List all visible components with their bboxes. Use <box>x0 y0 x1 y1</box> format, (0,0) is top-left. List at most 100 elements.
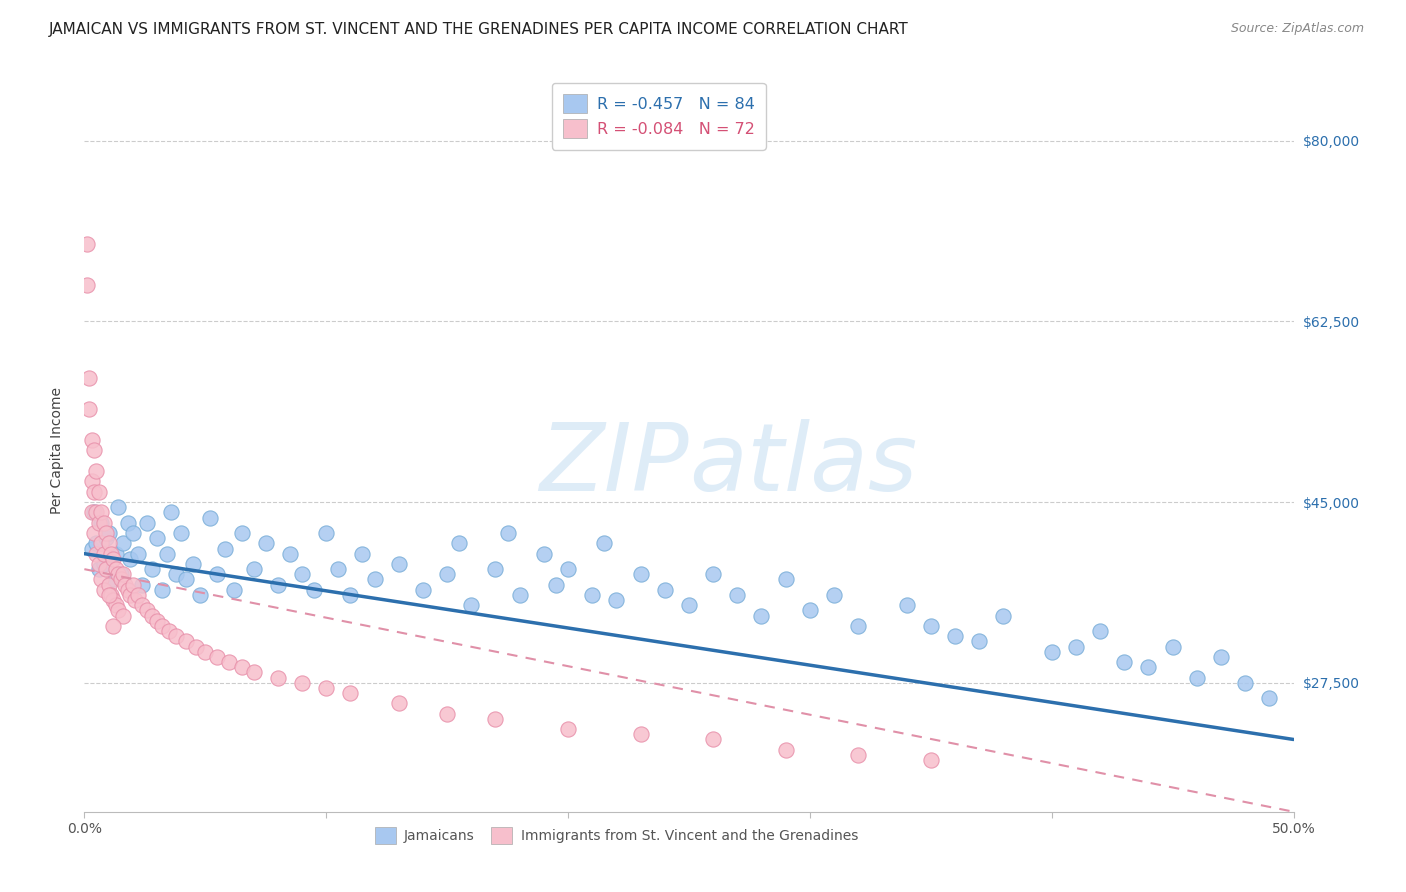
Point <box>131 599 153 613</box>
Point <box>103 619 125 633</box>
Point <box>388 557 411 571</box>
Point <box>131 577 153 591</box>
Point <box>328 562 350 576</box>
Point <box>87 562 110 576</box>
Point <box>1114 655 1136 669</box>
Point <box>315 681 337 695</box>
Point <box>278 547 301 561</box>
Point <box>799 603 821 617</box>
Point <box>412 582 434 597</box>
Point <box>157 624 180 639</box>
Point <box>83 526 105 541</box>
Point <box>194 645 217 659</box>
Point <box>775 743 797 757</box>
Point <box>165 629 187 643</box>
Point <box>117 516 139 530</box>
Point <box>165 567 187 582</box>
Point <box>702 567 724 582</box>
Point <box>107 603 129 617</box>
Point <box>94 531 117 545</box>
Point <box>90 516 112 530</box>
Point <box>846 619 869 633</box>
Point <box>267 577 290 591</box>
Text: ZIP: ZIP <box>540 419 689 510</box>
Point <box>93 516 115 530</box>
Point <box>943 629 966 643</box>
Point <box>302 582 325 597</box>
Point <box>76 237 98 252</box>
Point <box>1209 649 1232 664</box>
Point <box>630 727 652 741</box>
Point <box>155 547 177 561</box>
Point <box>107 500 129 515</box>
Point <box>993 608 1015 623</box>
Point <box>93 547 115 561</box>
Point <box>509 588 531 602</box>
Point <box>100 547 122 561</box>
Point <box>150 582 173 597</box>
Point <box>181 557 204 571</box>
Text: atlas: atlas <box>689 419 917 510</box>
Point <box>87 516 110 530</box>
Point <box>87 557 110 571</box>
Point <box>231 526 253 541</box>
Point <box>184 640 207 654</box>
Point <box>207 649 229 664</box>
Y-axis label: Per Capita Income: Per Capita Income <box>49 387 63 514</box>
Point <box>1137 660 1160 674</box>
Point <box>94 526 117 541</box>
Point <box>77 402 100 417</box>
Point <box>214 541 236 556</box>
Point <box>94 562 117 576</box>
Point <box>97 536 120 550</box>
Point <box>136 603 159 617</box>
Point <box>86 536 108 550</box>
Point <box>170 526 193 541</box>
Point <box>198 510 221 524</box>
Point <box>460 599 482 613</box>
Point <box>388 697 411 711</box>
Point <box>80 541 103 556</box>
Point <box>87 484 110 499</box>
Point <box>1185 671 1208 685</box>
Point <box>83 443 105 458</box>
Point <box>1088 624 1111 639</box>
Point <box>120 551 142 566</box>
Point <box>104 599 127 613</box>
Point <box>231 660 253 674</box>
Point <box>242 665 264 680</box>
Point <box>630 567 652 582</box>
Point <box>605 593 627 607</box>
Point <box>174 573 197 587</box>
Point <box>557 722 579 736</box>
Point <box>86 505 108 519</box>
Point <box>449 536 471 550</box>
Point <box>104 547 127 561</box>
Point <box>339 588 361 602</box>
Point <box>823 588 845 602</box>
Point <box>110 573 132 587</box>
Point <box>751 608 773 623</box>
Point <box>920 619 942 633</box>
Point <box>1040 645 1063 659</box>
Point <box>315 526 337 541</box>
Point <box>174 634 197 648</box>
Point <box>702 732 724 747</box>
Point <box>339 686 361 700</box>
Point <box>124 593 146 607</box>
Point <box>1064 640 1087 654</box>
Point <box>103 573 125 587</box>
Point <box>86 547 108 561</box>
Point <box>103 593 125 607</box>
Point <box>581 588 603 602</box>
Point <box>77 371 100 385</box>
Point <box>112 536 135 550</box>
Point <box>112 608 135 623</box>
Point <box>254 536 277 550</box>
Legend: Jamaicans, Immigrants from St. Vincent and the Grenadines: Jamaicans, Immigrants from St. Vincent a… <box>364 816 869 855</box>
Point <box>146 614 169 628</box>
Point <box>136 516 159 530</box>
Point <box>224 582 246 597</box>
Point <box>484 562 506 576</box>
Point <box>112 567 135 582</box>
